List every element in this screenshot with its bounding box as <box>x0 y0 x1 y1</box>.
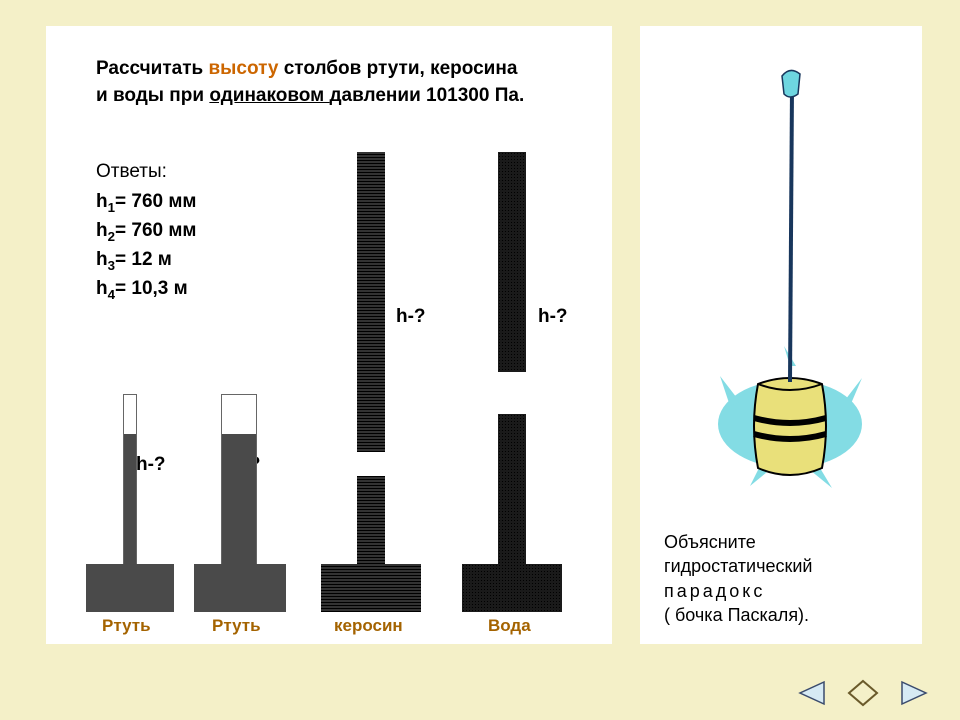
h-marker-4: h-? <box>538 306 568 328</box>
mercury-fill-1 <box>124 434 136 564</box>
main-panel: Рассчитать высоту столбов ртути, керосин… <box>46 26 612 644</box>
ans-sub: 1 <box>108 200 115 215</box>
columns-stage: Ртуть Ртуть керосин Вода <box>46 346 612 632</box>
ans-sub: 4 <box>108 287 115 302</box>
water-seg-bottom <box>498 414 526 564</box>
col-label-2: Ртуть <box>212 616 261 636</box>
kerosene-seg-bottom <box>357 476 385 564</box>
col-label-1: Ртуть <box>102 616 151 636</box>
ans-val: = 10,3 м <box>115 278 188 299</box>
prompt-seg: давлении 101300 Па. <box>329 85 524 106</box>
ans-h: h <box>96 278 108 299</box>
answers-block: h1= 760 мм h2= 760 мм h3= 12 м h4= 10,3 … <box>96 188 196 304</box>
col-label-4: Вода <box>488 616 531 636</box>
ans-sub: 2 <box>108 229 115 244</box>
base-mercury-1 <box>86 564 174 612</box>
ans-val: = 760 мм <box>115 191 196 212</box>
nav-next-button[interactable] <box>892 676 934 710</box>
base-kerosene <box>321 564 421 612</box>
side-line-spaced: парадокс <box>664 581 765 601</box>
ans-h: h <box>96 191 108 212</box>
prompt-seg: столбов ртути, керосина <box>278 58 517 79</box>
nav-prev-button[interactable] <box>792 676 834 710</box>
base-mercury-2 <box>194 564 286 612</box>
answers-title: Ответы: <box>96 161 167 183</box>
side-caption: Объясните гидростатический парадокс ( бо… <box>664 530 914 627</box>
side-panel: Объясните гидростатический парадокс ( бо… <box>640 26 922 644</box>
prompt-text: Рассчитать высоту столбов ртути, керосин… <box>96 56 596 109</box>
prompt-seg: и воды при <box>96 85 209 106</box>
nav-controls <box>792 676 934 710</box>
side-line: гидростатический <box>664 556 812 576</box>
pascal-barrel-figure <box>700 66 880 506</box>
ans-val: = 760 мм <box>115 220 196 241</box>
ans-sub: 3 <box>108 258 115 273</box>
mercury-fill-2 <box>222 434 256 564</box>
col-label-3: керосин <box>334 616 403 636</box>
ans-val: = 12 м <box>115 249 172 270</box>
ans-h: h <box>96 249 108 270</box>
nav-home-button[interactable] <box>842 676 884 710</box>
h-marker-3: h-? <box>396 306 426 328</box>
barrel-svg <box>700 66 880 506</box>
prompt-seg: Рассчитать <box>96 58 208 79</box>
ans-h: h <box>96 220 108 241</box>
side-line: Объясните <box>664 532 756 552</box>
prompt-underline: одинаковом <box>209 85 329 106</box>
side-line: ( бочка Паскаля). <box>664 605 809 625</box>
water-seg-top <box>498 152 526 372</box>
base-water <box>462 564 562 612</box>
prompt-highlight: высоту <box>208 58 278 79</box>
kerosene-seg-top <box>357 152 385 452</box>
